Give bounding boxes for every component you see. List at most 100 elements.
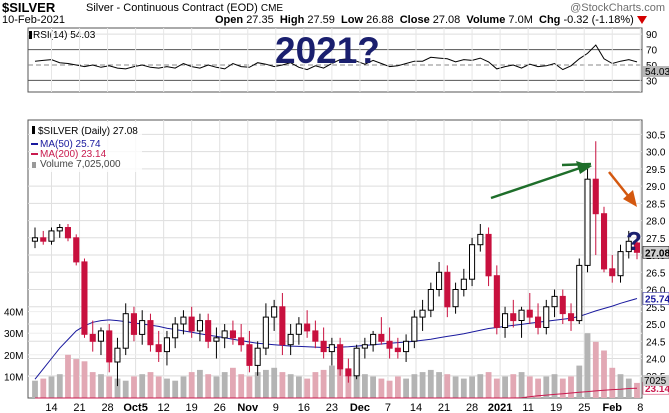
volume-tick-label: 20M bbox=[4, 351, 23, 362]
rsi-tick-label: 90 bbox=[646, 30, 658, 41]
volume-bar bbox=[617, 374, 624, 398]
candle-body bbox=[427, 289, 434, 311]
candle bbox=[56, 224, 63, 238]
volume-bar bbox=[296, 376, 302, 398]
candle bbox=[97, 327, 105, 356]
low-value: 26.88 bbox=[366, 14, 394, 26]
price-tick-label: 27.5 bbox=[646, 234, 666, 245]
candle bbox=[592, 141, 599, 256]
candle-body bbox=[172, 323, 179, 339]
rsi-tick-label: 30 bbox=[646, 76, 658, 87]
candle-body bbox=[543, 306, 550, 328]
watermark: @StockCharts.com bbox=[570, 2, 665, 14]
volume-bar bbox=[543, 376, 550, 398]
volume-axis: 40M 30M 20M 10M bbox=[4, 308, 23, 384]
candle-body bbox=[551, 295, 558, 308]
candle-body bbox=[378, 333, 385, 342]
volume-bar bbox=[197, 369, 203, 398]
x-tick-label: 25 bbox=[578, 402, 590, 413]
volume-bar bbox=[304, 378, 311, 398]
orange-arrow bbox=[608, 171, 637, 207]
candle-body bbox=[320, 340, 327, 353]
candle bbox=[543, 299, 550, 335]
volume-bar bbox=[98, 374, 104, 398]
candle bbox=[155, 330, 162, 362]
volume-bar bbox=[65, 354, 71, 398]
volume-bar bbox=[147, 372, 154, 398]
x-tick-label: 19 bbox=[186, 402, 198, 413]
volume-bar bbox=[362, 374, 368, 398]
volume-bar bbox=[502, 376, 508, 398]
volume-bar bbox=[460, 378, 467, 398]
candle-body bbox=[155, 344, 162, 353]
price-tick-label: 25.0 bbox=[646, 320, 666, 331]
open-value: 27.35 bbox=[246, 14, 274, 26]
x-tick-label: 11 bbox=[522, 402, 533, 413]
candle-body bbox=[81, 261, 88, 335]
value-box bbox=[642, 246, 669, 259]
ma200-line bbox=[35, 387, 638, 399]
candle bbox=[609, 255, 616, 283]
volume-bar bbox=[320, 369, 327, 398]
green-arrow-topline bbox=[561, 162, 592, 167]
candle-body bbox=[477, 233, 484, 246]
legend-ma50: MA(50) 25.74 bbox=[40, 139, 101, 150]
volume-bar bbox=[238, 374, 245, 398]
volume-bar bbox=[419, 372, 426, 398]
volume-bar bbox=[213, 376, 220, 398]
candle bbox=[469, 237, 476, 287]
chg-value: -0.32 bbox=[563, 14, 589, 26]
candle-body bbox=[526, 309, 533, 318]
candle-body bbox=[246, 344, 253, 366]
candle-body bbox=[403, 340, 410, 353]
candle bbox=[254, 341, 261, 376]
candle-body bbox=[213, 337, 220, 342]
candle-body bbox=[73, 237, 80, 263]
candle-body bbox=[56, 227, 63, 232]
volume-bar bbox=[114, 378, 121, 398]
candle-body bbox=[229, 330, 236, 339]
candle-body bbox=[205, 320, 212, 342]
candle-body bbox=[147, 320, 154, 346]
candle bbox=[576, 258, 583, 325]
candle bbox=[386, 327, 393, 359]
candle-body bbox=[337, 344, 344, 370]
candle bbox=[633, 234, 641, 260]
volume-bar bbox=[609, 367, 616, 398]
candle bbox=[460, 268, 467, 297]
high-label: High bbox=[279, 14, 305, 26]
candle-body bbox=[279, 306, 286, 346]
candle bbox=[130, 306, 137, 342]
rsi-swatch bbox=[29, 31, 32, 39]
ohlc-readout: Open 27.35 High 27.59 Low 26.88 Close 27… bbox=[215, 14, 647, 26]
symbol-title: $SILVER bbox=[2, 0, 56, 15]
candle-body bbox=[584, 178, 591, 266]
candle-body bbox=[436, 271, 443, 290]
volume-bar bbox=[526, 376, 533, 398]
candle bbox=[419, 299, 426, 331]
candle bbox=[180, 310, 187, 335]
candle-body bbox=[361, 344, 368, 349]
legend-ma200: MA(200) 23.14 bbox=[40, 149, 107, 160]
candle bbox=[535, 303, 542, 335]
candle-body bbox=[625, 240, 632, 253]
rsi-value-label: 54.03 bbox=[645, 67, 669, 78]
exchange-label: CME bbox=[260, 3, 284, 14]
candle-body bbox=[411, 316, 418, 342]
volume-bar bbox=[312, 372, 319, 398]
candle bbox=[73, 234, 80, 266]
close-value: 27.08 bbox=[432, 14, 461, 26]
open-label: Open bbox=[215, 14, 244, 26]
low-label: Low bbox=[341, 14, 364, 26]
candle-body bbox=[419, 309, 426, 318]
high-value: 27.59 bbox=[307, 14, 335, 26]
volume-bar bbox=[568, 376, 574, 398]
volume-bar bbox=[172, 380, 179, 398]
volume-bar bbox=[493, 378, 500, 398]
volume-bar bbox=[246, 376, 253, 398]
candle-body bbox=[122, 313, 129, 349]
volume-bar bbox=[601, 350, 607, 398]
candle-body bbox=[106, 330, 113, 363]
price-legend: $SILVER (Daily) 27.08 MA(50) 25.74 MA(20… bbox=[30, 122, 142, 172]
